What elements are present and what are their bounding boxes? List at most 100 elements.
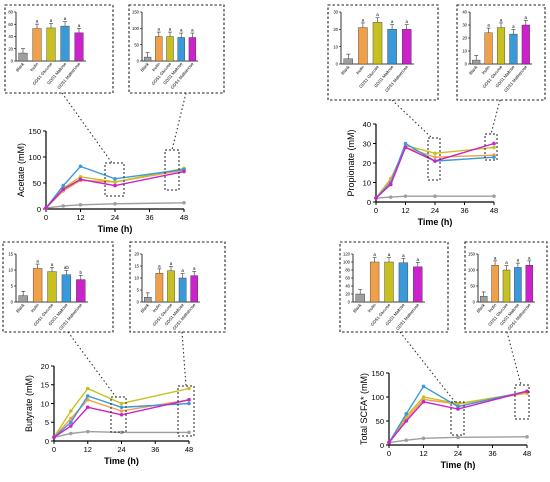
inset-y-tick-label: 0 [465,62,468,67]
inset-bar [76,279,86,303]
inset-significance-letter: b [80,270,83,275]
inset-y-tick-label: 150 [468,252,476,257]
data-point [433,155,437,159]
highlight-box [164,149,180,191]
data-point [85,394,90,398]
highlight-box [450,401,465,436]
data-point [492,141,496,146]
inset-y-tick-label: 0 [137,300,140,305]
x-tick-label: 12 [419,449,427,458]
inset-y-tick-label: 40 [8,34,13,39]
inset-category-label: Inulin [367,302,378,313]
inset-significance-letter: a [517,258,520,263]
data-point [433,194,437,198]
inset-category-label: Blank [15,302,26,314]
data-point [421,395,426,399]
inset-significance-letter: a [51,262,54,267]
inset-bar [167,270,175,303]
inset-bar [46,27,56,62]
inset-bar [358,27,368,65]
data-point [187,397,191,402]
data-point [374,196,378,200]
data-point [433,151,437,156]
inset-y-tick-label: 50 [134,42,139,47]
inset-y-tick-label: 20 [462,36,467,41]
data-point [388,195,393,199]
data-point [403,141,408,146]
inset-bar [484,32,493,65]
data-point [119,412,124,417]
x-tick-label: 36 [488,449,496,458]
highlight-box [110,396,127,433]
inset-significance-letter: a [181,268,184,273]
inset-y-tick-label: 100 [132,26,140,31]
inset-bar [401,29,412,65]
connector-line [67,331,117,398]
inset-y-tick-label: 100 [468,268,476,273]
inset-category-label: Inulin [487,302,498,313]
inset-y-tick-label: 30 [333,10,338,15]
inset-category-label: Blank [352,302,363,314]
inset-y-tick-label: 5 [11,284,14,289]
inset-significance-letter: a [191,28,194,33]
x-axis-label: Time (h) [418,217,453,227]
connector-line [399,331,456,403]
data-point [421,400,426,404]
inset-frame [339,241,449,333]
data-point [69,431,73,436]
y-tick-label: 50 [376,417,384,426]
x-tick-label: 12 [401,206,409,215]
x-tick-label: 0 [387,449,391,458]
inset-significance-letter: a [505,260,508,265]
y-tick-label: 10 [363,178,371,187]
y-axis-label: Propionate (mM) [346,129,356,196]
data-point [403,145,408,150]
inset-y-tick-label: 0 [348,300,351,305]
data-point [113,202,117,206]
data-point [61,187,66,192]
x-axis-label: Time (h) [98,224,133,234]
data-point [404,438,409,443]
inset-bar [509,33,518,65]
data-point [421,436,426,441]
x-tick-label: 24 [111,213,119,222]
inset-category-label: Blank [475,302,486,314]
inset-bar [384,261,394,303]
inset-y-tick-label: 20 [8,46,13,51]
data-point [69,424,73,428]
inset-category-label: Blank [340,64,351,76]
inset-bar [525,265,534,303]
inset-y-tick-label: 80 [8,10,13,15]
inset-bar [491,265,499,303]
inset-significance-letter: a [405,19,408,24]
inset-bar [166,36,174,62]
data-point [456,435,460,440]
x-tick-label: 12 [76,213,84,222]
data-point [182,200,186,205]
inset-bar [372,22,383,65]
inset-category-label: Inulin [355,64,366,75]
y-tick-label: 15 [41,381,49,390]
y-axis-label: Acetate (mM) [16,143,26,197]
data-point [85,405,90,410]
y-tick-label: 30 [363,139,371,148]
y-axis-label: Total SCFA* (mM) [359,373,369,445]
inset-y-tick-label: 20 [134,252,139,257]
data-point [78,174,83,179]
inset-bar [32,268,43,303]
y-tick-label: 0 [367,198,371,207]
inset-significance-letter: a [64,16,67,21]
inset-y-tick-label: 60 [8,22,13,27]
data-point [456,407,460,411]
inset-bar [398,262,409,303]
y-tick-label: 20 [41,362,49,371]
connector-line [181,331,187,387]
highlight-box [177,385,195,437]
inset-significance-letter: a [169,27,172,32]
data-point [78,203,83,207]
inset-significance-letter: a [512,24,515,29]
inset-y-tick-label: 0 [11,59,14,64]
x-tick-label: 24 [454,449,462,458]
